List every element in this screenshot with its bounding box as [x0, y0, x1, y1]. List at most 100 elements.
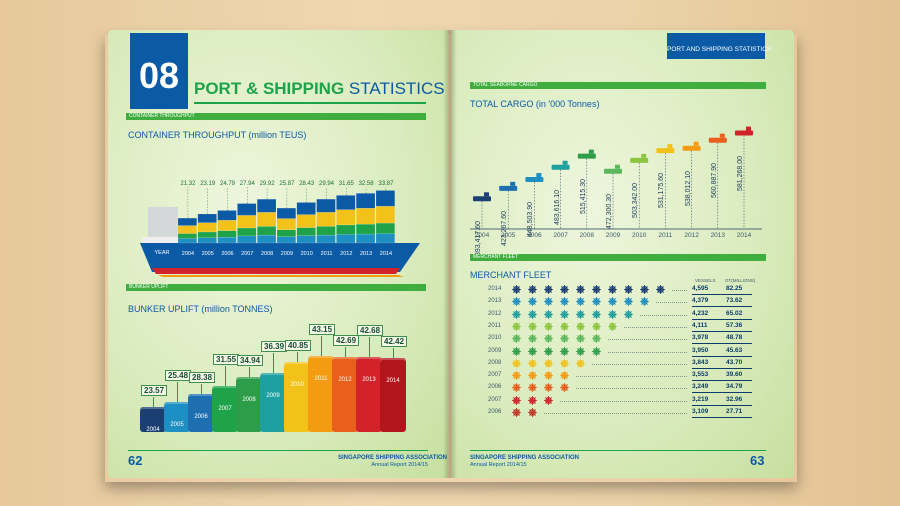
cargo-year-2004: 2004: [474, 232, 490, 239]
container-segment: [177, 238, 197, 244]
container-segment: [316, 212, 336, 227]
cargo-year-2012: 2012: [684, 232, 699, 239]
ship-wheel-icon: [576, 358, 585, 368]
bunker-drum-chart: 2004 23.57 2005 25.48 2006 28.38 2007 31.55 2008…: [108, 320, 448, 440]
cargo-year-2007: 2007: [553, 232, 568, 239]
throughput-year-2010: 2010: [301, 251, 313, 257]
cargo-ship-2007: [551, 164, 570, 170]
ship-wake: [158, 275, 404, 277]
container-segment: [197, 213, 217, 223]
ship-wheel-icon: [560, 297, 569, 307]
bunker-value-2014: 42.42: [381, 335, 408, 347]
container-segment: [197, 222, 217, 233]
ship-wheel-icon: [544, 322, 553, 331]
container-segment: [336, 234, 356, 244]
container-stack-2007: [237, 203, 257, 244]
right-page-number: 63: [750, 453, 765, 468]
bunker-leader: [321, 335, 322, 356]
fleet-gt-value: 39.60: [726, 371, 743, 379]
cargo-ship-cabin: [693, 141, 699, 146]
ship-wheel-icon: [544, 285, 553, 294]
ship-wheel-icon: [592, 334, 601, 344]
bunker-year-2014: 2014: [386, 377, 400, 384]
container-stack-2013: [355, 193, 376, 244]
ship-base: [140, 207, 420, 277]
ship-wheel-icon: [512, 322, 521, 331]
cargo-ship-cabin: [510, 181, 516, 186]
fleet-year-label: 2006: [488, 409, 502, 415]
ship-wheel-icon: [544, 334, 553, 344]
fleet-band: MERCHANT FLEET: [470, 254, 766, 261]
throughput-year-2013: 2013: [360, 251, 372, 257]
cargo-ship-2014: [735, 130, 753, 136]
ship-wheel-icon: [560, 309, 569, 319]
fleet-year-label: 2010: [488, 335, 502, 342]
bunker-drum-2005: [164, 401, 190, 432]
bunker-value-2011: 43.15: [309, 323, 336, 335]
fleet-row-rule: [692, 392, 752, 393]
cargo-value-2005: 423,267.60: [501, 210, 509, 246]
right-page: PORT AND SHIPPING STATISTICS TOTAL SEABO…: [452, 30, 794, 478]
bunker-drum-2007: [212, 385, 238, 432]
throughput-value-2012: 31.65: [339, 181, 355, 187]
cargo-year-2009: 2009: [605, 232, 621, 239]
fleet-table: 2014 4,595 82.25 2013 4,379 73.62 2012 4,232 65.…: [452, 285, 794, 446]
ship-wheel-icon: [560, 322, 569, 331]
chapter-rule: [194, 102, 426, 104]
cargo-ship-cabin: [562, 160, 568, 165]
cargo-ship-cabin: [536, 173, 542, 178]
ship-wheel-icon: [576, 346, 585, 356]
ship-wheel-icon: [592, 285, 601, 294]
cargo-year-2008: 2008: [579, 232, 595, 239]
bunker-drum-2014: [380, 357, 406, 432]
fleet-row-rule: [692, 306, 752, 307]
fleet-year-label: 2007: [488, 396, 502, 403]
container-segment: [237, 203, 257, 216]
container-segment: [296, 214, 316, 228]
fleet-row-rule: [692, 380, 752, 381]
fleet-year-label: 2008: [488, 359, 502, 366]
right-footer-org: SINGAPORE SHIPPING ASSOCIATION: [470, 455, 580, 461]
throughput-year-2011: 2011: [321, 251, 333, 257]
fleet-vessels-value: 4,232: [692, 309, 709, 317]
cargo-ship-cabin: [615, 164, 620, 169]
container-segment: [375, 222, 395, 234]
throughput-value-2006: 24.79: [220, 181, 236, 187]
ship-wheel-icon: [576, 309, 585, 319]
bunker-leader: [177, 381, 178, 402]
ship-wheel-icon: [624, 297, 633, 307]
container-segment: [375, 206, 395, 224]
fleet-dots: [656, 302, 687, 304]
ship-wheel-icon: [608, 297, 617, 307]
container-segment: [237, 235, 257, 244]
ship-wheel-icon: [544, 309, 553, 319]
throughput-value-2009: 25.87: [279, 181, 295, 187]
container-segment: [375, 190, 395, 207]
cargo-year-2011: 2011: [658, 232, 673, 239]
fleet-gt-value: 82.25: [726, 285, 743, 292]
chapter-title-light: STATISTICS: [348, 79, 445, 98]
cargo-value-2007: 483,616.10: [553, 189, 561, 225]
bunker-value-2007: 31.55: [213, 353, 240, 365]
bunker-drum-2012: [332, 357, 358, 432]
chapter-title: PORT & SHIPPING STATISTICS: [194, 79, 445, 99]
ship-wheel-icon: [576, 334, 585, 344]
container-segment: [276, 218, 296, 230]
ship-wheel-icon: [512, 383, 521, 393]
left-footer-report: Annual Report 2014/15: [371, 462, 428, 468]
bunker-year-2012: 2012: [338, 377, 352, 383]
cargo-value-2014: 581,268.00: [737, 155, 744, 191]
container-ship-chart: 21.32 2004 23.19 2005 24.79 2006 27.94 2007 29.9…: [140, 181, 420, 277]
bunker-year-2005: 2005: [170, 421, 184, 428]
fleet-year-label: 2009: [488, 347, 502, 354]
cargo-value-2009: 472,300.30: [606, 193, 613, 229]
bunker-leader: [297, 351, 298, 362]
throughput-year-2014: 2014: [380, 251, 392, 257]
fleet-dots: [608, 351, 687, 353]
throughput-value-2010: 28.43: [299, 181, 315, 187]
ship-wheel-icon: [528, 309, 537, 319]
ship-wheel-icon: [640, 285, 649, 294]
container-stack-2010: [296, 202, 316, 244]
ship-wheel-icon: [528, 334, 537, 344]
throughput-year-2007: 2007: [241, 251, 253, 257]
